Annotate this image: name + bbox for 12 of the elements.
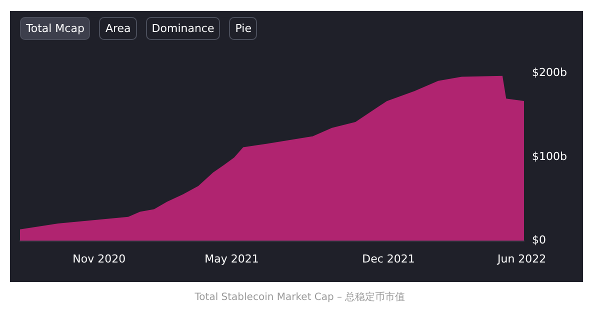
x-tick-label: May 2021: [204, 252, 259, 266]
text: Dominance: [146, 17, 220, 40]
text: Total Stablecoin Market Cap – 总稳定币市值: [194, 290, 406, 304]
x-tick-label: Jun 2022: [496, 252, 546, 266]
y-tick-label: $200b: [532, 66, 568, 79]
text: Pie: [229, 17, 258, 40]
text: Area: [99, 17, 137, 40]
x-tick-label: Dec 2021: [362, 252, 415, 266]
y-tick-label: $100b: [532, 150, 568, 163]
x-tick-label: Nov 2020: [72, 252, 126, 266]
text: Total Mcap: [20, 17, 90, 40]
y-tick-label: $0: [532, 234, 546, 247]
